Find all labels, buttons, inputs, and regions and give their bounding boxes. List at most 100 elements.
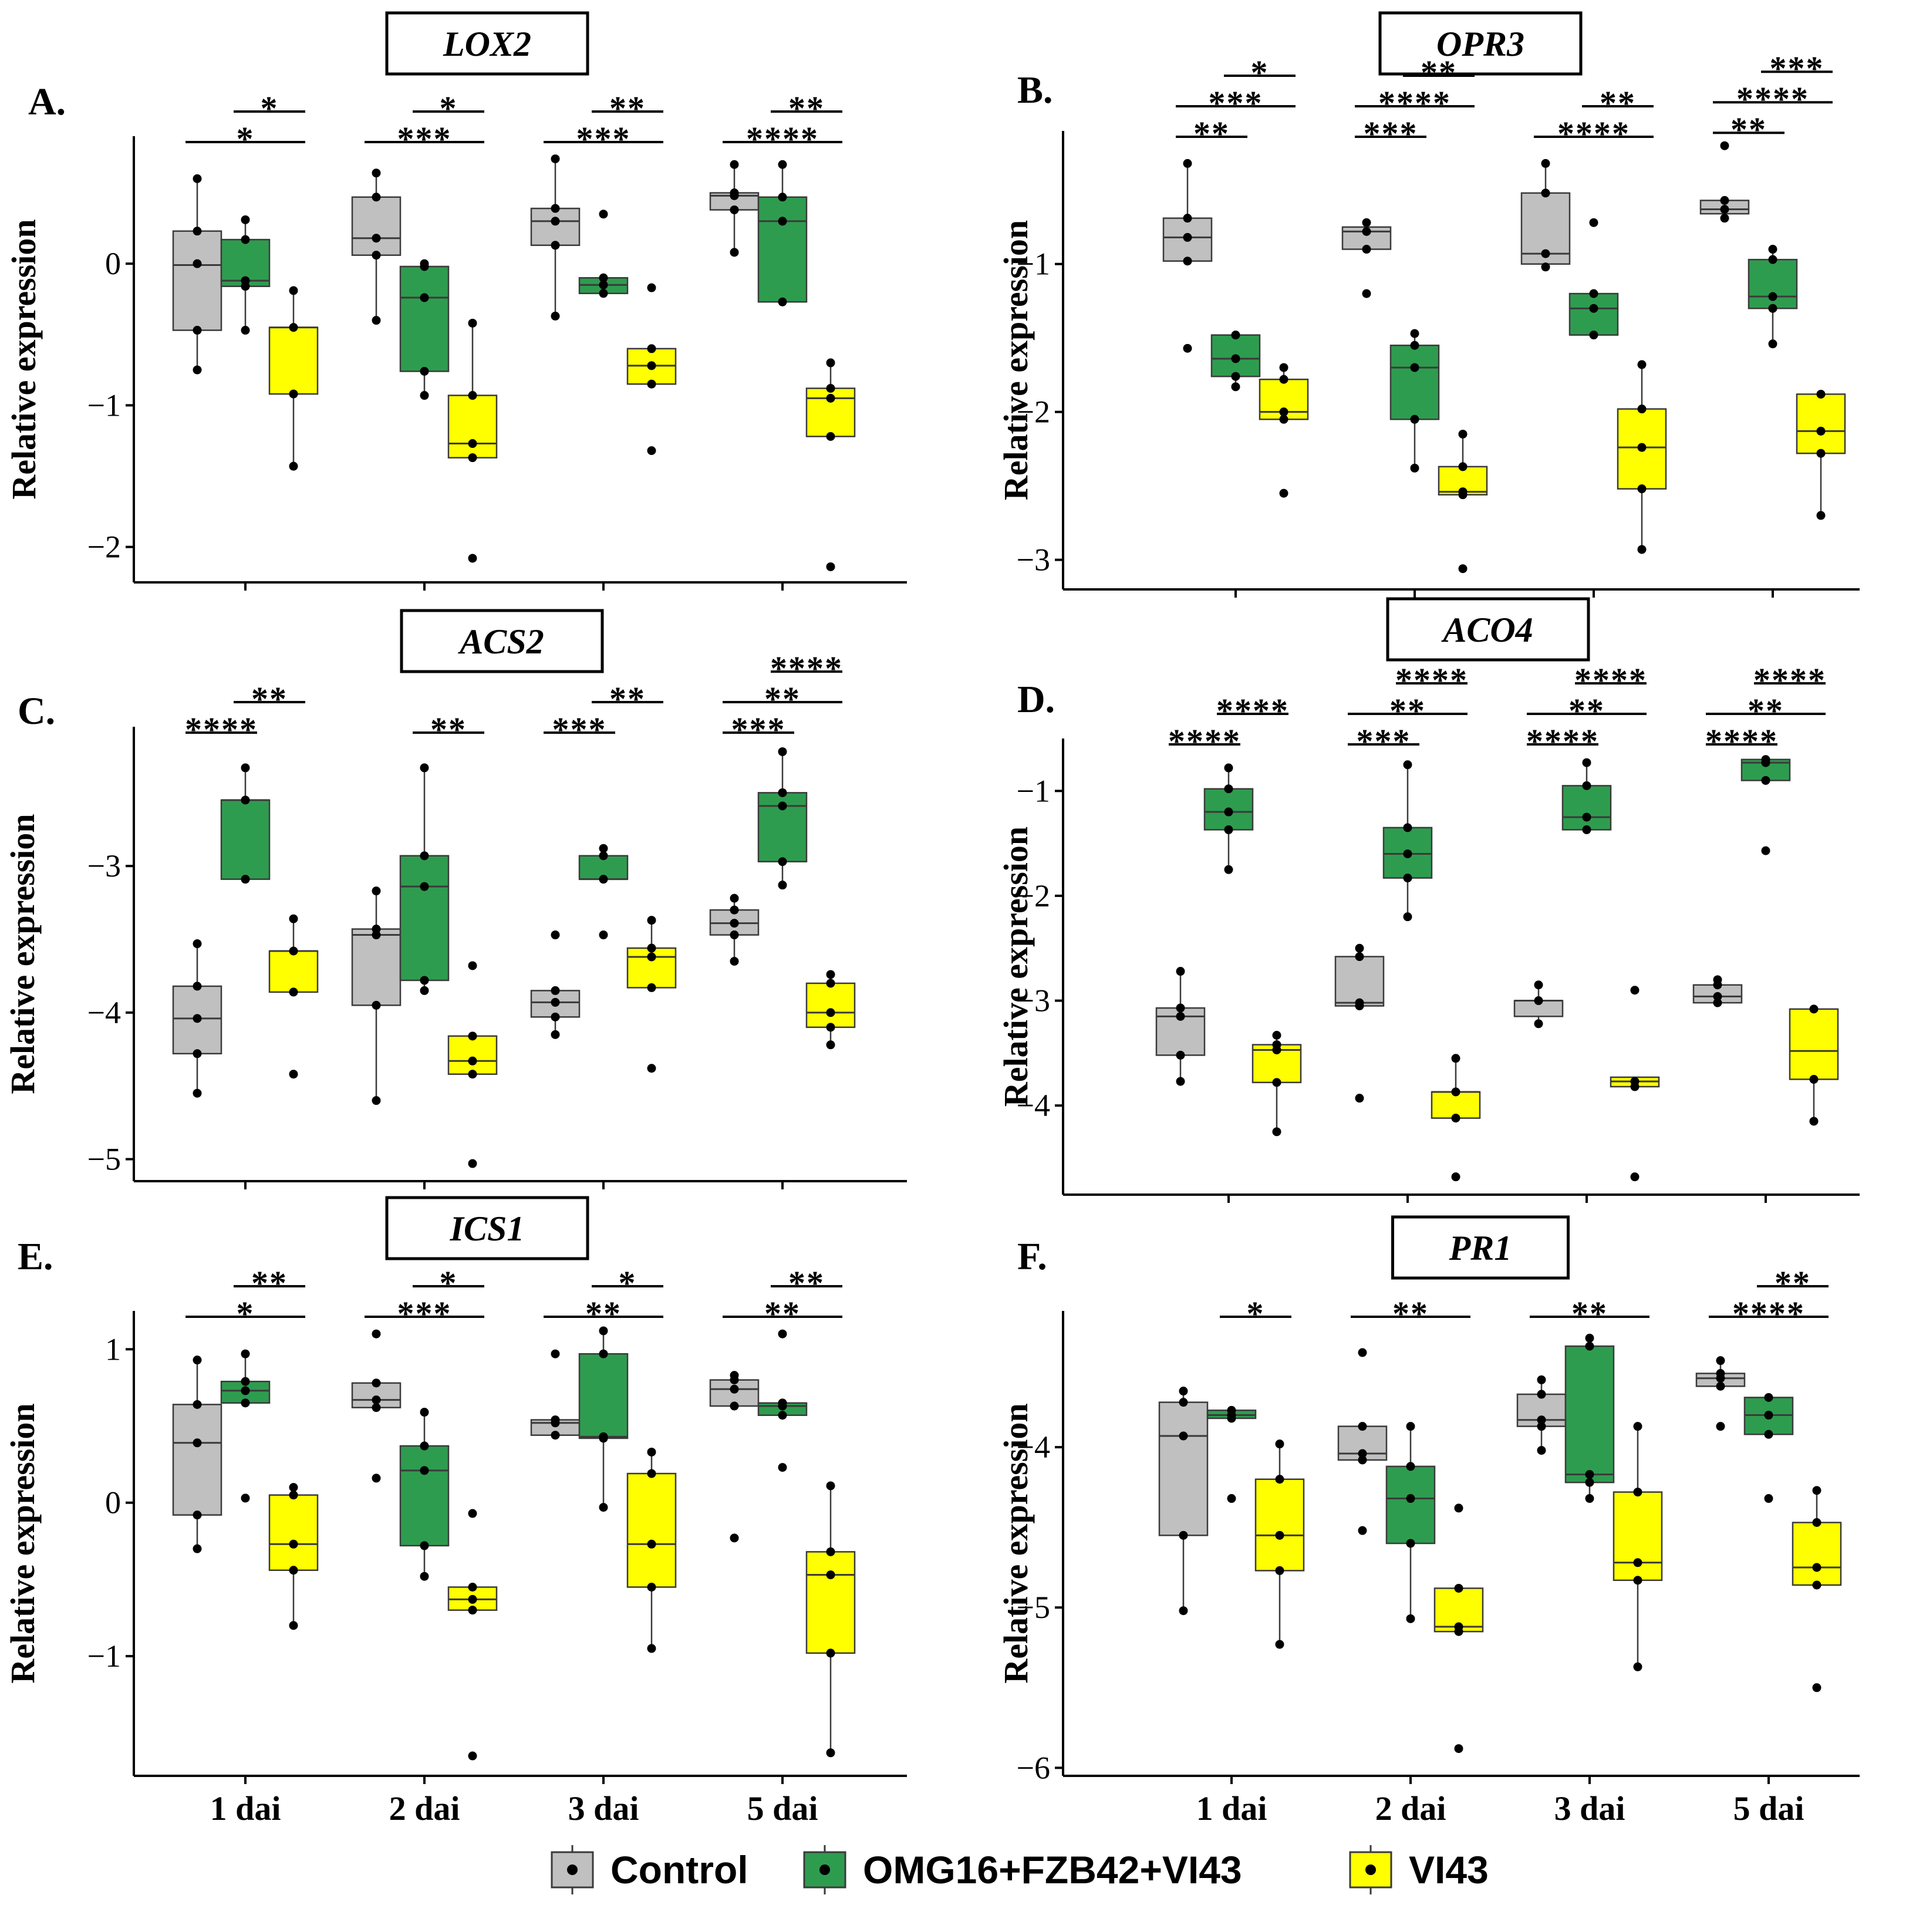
box-control-4: [1695, 1356, 1746, 1431]
data-point: [1633, 1422, 1642, 1431]
data-point: [1355, 943, 1364, 953]
data-point: [599, 851, 608, 861]
box-vi43-4: [805, 358, 856, 571]
data-point: [193, 939, 202, 949]
box-body: [220, 799, 271, 880]
data-point: [599, 844, 608, 853]
data-point: [1272, 1040, 1281, 1050]
significance-label: ****: [1705, 722, 1778, 760]
data-point: [826, 1547, 835, 1556]
data-point: [1637, 360, 1647, 369]
box-body: [268, 1494, 319, 1571]
data-point: [372, 1474, 381, 1483]
significance-label: ***: [731, 710, 786, 748]
data-point: [372, 1096, 381, 1105]
data-point: [193, 1400, 202, 1409]
box-vi43-3: [626, 283, 677, 456]
data-point: [1454, 1622, 1463, 1631]
box-body: [172, 230, 222, 331]
y-axis-label: Relative expression: [5, 219, 43, 499]
data-point: [1176, 1011, 1185, 1021]
data-point: [778, 297, 787, 306]
data-point: [1406, 1422, 1415, 1431]
data-point: [778, 881, 787, 890]
data-point: [599, 280, 608, 289]
data-point: [1541, 262, 1550, 272]
data-point: [1768, 292, 1777, 301]
significance-label: **: [788, 1264, 825, 1302]
y-axis-label: Relative expression: [997, 220, 1035, 500]
data-point: [647, 283, 656, 292]
box-vi43-3: [626, 1447, 677, 1653]
data-point: [1176, 1077, 1185, 1086]
data-point: [1764, 1494, 1773, 1503]
data-point: [1454, 1503, 1463, 1513]
box-body: [268, 950, 319, 993]
title-box: [400, 609, 604, 673]
data-point: [193, 1438, 202, 1448]
panel-letter: F.: [1017, 1235, 1047, 1278]
data-point: [1275, 1566, 1284, 1575]
box-vi43-3: [1612, 1422, 1663, 1671]
data-point: [1582, 758, 1591, 767]
data-point: [1410, 414, 1419, 424]
significance-label: ***: [1357, 722, 1411, 760]
data-point: [1764, 1392, 1773, 1402]
box-omg16-fzb42-vi43-3: [1561, 758, 1612, 834]
data-point: [468, 1594, 477, 1604]
data-point: [1585, 1470, 1594, 1479]
data-point: [1458, 462, 1468, 471]
data-point: [1541, 159, 1550, 168]
data-point: [1224, 807, 1233, 817]
data-point: [420, 1466, 429, 1475]
x-tick-label: 2 dai: [1375, 1789, 1446, 1828]
data-point: [599, 1349, 608, 1358]
data-point: [826, 383, 835, 393]
box-body: [805, 1551, 856, 1654]
data-point: [241, 1349, 250, 1358]
panel-title: LOX2: [443, 25, 531, 63]
box-omg16-fzb42-vi43-1: [1203, 763, 1254, 874]
box-vi43-1: [1254, 1439, 1305, 1649]
data-point: [778, 1463, 787, 1472]
data-point: [1637, 484, 1647, 494]
box-body: [399, 1445, 450, 1547]
box-vi43-2: [447, 318, 498, 563]
panel-letter: E.: [18, 1235, 53, 1278]
data-point: [1768, 255, 1777, 264]
box-omg16-fzb42-vi43-4: [1743, 1392, 1794, 1503]
title-box: [1391, 1215, 1570, 1280]
data-point: [730, 188, 739, 198]
data-point: [1764, 1411, 1773, 1420]
data-point: [1355, 952, 1364, 962]
data-point: [551, 1415, 560, 1425]
data-point: [1362, 289, 1371, 298]
data-point: [1716, 1369, 1725, 1378]
data-point: [468, 318, 477, 328]
data-point: [1451, 1114, 1460, 1123]
box-vi43-1: [268, 914, 319, 1079]
box-omg16-fzb42-vi43-4: [757, 747, 808, 890]
data-point: [1812, 1683, 1821, 1692]
data-point: [1716, 1381, 1725, 1391]
box-vi43-2: [1431, 1054, 1481, 1182]
data-point: [551, 1349, 560, 1358]
data-point: [730, 956, 739, 966]
data-point: [1589, 218, 1598, 227]
data-point: [1585, 1341, 1594, 1351]
data-point: [1227, 1494, 1236, 1503]
box-omg16-fzb42-vi43-3: [1564, 1333, 1615, 1503]
box-omg16-fzb42-vi43-4: [1740, 755, 1791, 855]
x-tick-label: 5 dai: [1733, 1789, 1804, 1828]
data-point: [1406, 1614, 1415, 1623]
data-point: [1224, 784, 1233, 794]
data-point: [1355, 1094, 1364, 1103]
data-point: [1451, 1087, 1460, 1097]
significance-label: ****: [1732, 1294, 1805, 1333]
data-point: [289, 286, 298, 295]
data-point: [1637, 404, 1647, 414]
